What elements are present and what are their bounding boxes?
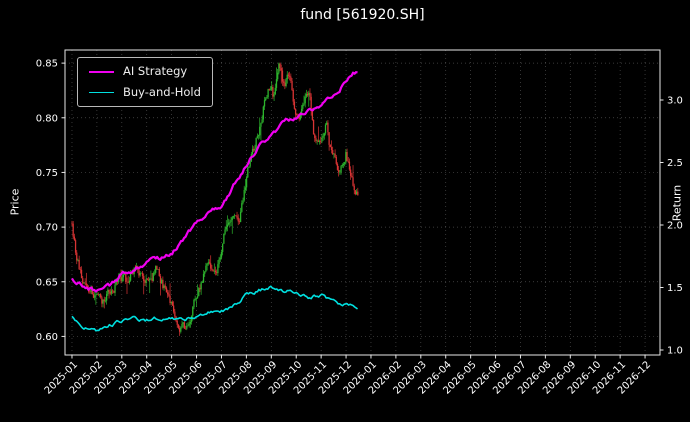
legend-label-buy-and-hold: Buy-and-Hold [123, 84, 201, 99]
svg-text:2.5: 2.5 [667, 158, 683, 169]
buy-and-hold-line-icon [89, 91, 114, 93]
svg-text:3.0: 3.0 [667, 96, 683, 107]
svg-text:2.0: 2.0 [667, 221, 683, 232]
svg-text:0.65: 0.65 [36, 277, 58, 288]
legend-item-buy-and-hold: Buy-and-Hold [89, 84, 201, 99]
right-axis-label: Return [670, 184, 684, 222]
left-axis-label: Price [8, 188, 22, 216]
legend-label-ai-strategy: AI Strategy [123, 64, 188, 78]
svg-text:1.0: 1.0 [667, 346, 683, 357]
chart-title: fund [561920.SH] [300, 7, 425, 23]
legend: AI Strategy Buy-and-Hold [77, 57, 213, 107]
legend-item-ai-strategy: AI Strategy [89, 64, 201, 78]
svg-text:0.75: 0.75 [36, 168, 58, 179]
svg-text:0.85: 0.85 [36, 59, 58, 70]
ai-strategy-line-icon [89, 70, 114, 73]
svg-text:0.80: 0.80 [36, 113, 58, 124]
svg-text:0.60: 0.60 [36, 332, 58, 343]
svg-text:0.70: 0.70 [36, 223, 58, 234]
svg-text:1.5: 1.5 [667, 283, 683, 294]
